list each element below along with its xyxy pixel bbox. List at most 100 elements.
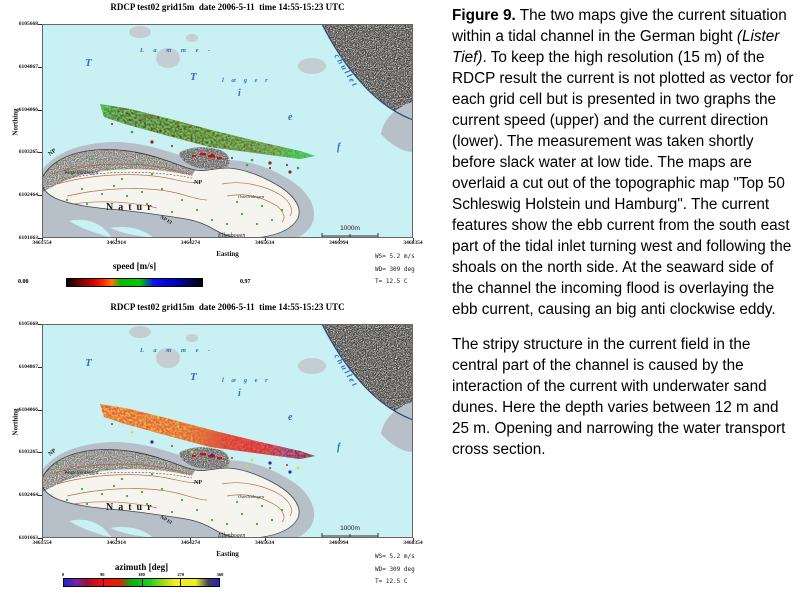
figure-caption: Figure 9. The two maps give the current …	[452, 5, 796, 474]
y-axis-tick	[38, 109, 42, 111]
y-axis-tick	[38, 24, 42, 25]
island-label: NP El	[159, 515, 173, 526]
current-data-stripe	[100, 104, 315, 174]
x-axis-tick	[264, 238, 266, 241]
y-axis-tick	[38, 366, 42, 368]
x-axis-tick	[42, 538, 43, 541]
vegetation-dots	[55, 457, 284, 526]
x-axis-label: Easting	[216, 550, 239, 558]
water-label: T	[85, 357, 93, 369]
map-canvas: 1000m TL a m m e -l æ g e rTiefchulletNP…	[42, 324, 413, 538]
island-label: Westellenbogen	[64, 170, 99, 176]
y-axis-tick-label: 6102464	[18, 492, 38, 499]
island-label: NP El	[159, 215, 173, 226]
x-axis-tick	[413, 238, 414, 241]
map-frame	[42, 324, 413, 538]
y-axis-tick-label: 6104066	[18, 106, 38, 113]
x-axis-tick-label: 3466994	[329, 540, 349, 546]
water-label: T	[190, 371, 198, 383]
y-axis-tick	[38, 452, 42, 454]
shoal-patches	[129, 26, 326, 74]
caption-text: The stripy structure in the current fiel…	[452, 336, 786, 458]
island-label: Ostellenbogen	[238, 194, 265, 199]
x-axis-tick-label: 3465634	[254, 240, 275, 246]
y-axis-tick	[38, 324, 42, 325]
y-axis-tick-label: 6105668	[18, 321, 38, 327]
water-label: l æ g e r	[222, 377, 271, 384]
water-label: e	[288, 412, 293, 423]
x-axis-tick	[413, 538, 414, 541]
y-axis-tick	[38, 238, 42, 239]
x-axis-tick-label: 3468354	[403, 540, 423, 546]
current-data-stripe	[100, 404, 315, 474]
x-axis-tick	[116, 538, 118, 541]
y-axis-tick-label: 6105668	[18, 21, 38, 27]
water-label: e	[288, 112, 293, 123]
colorbar-tick-label: 270	[177, 572, 185, 577]
colorbar-tick-label: 0	[61, 572, 65, 577]
x-axis-tick-label: 3464274	[180, 240, 201, 246]
x-axis-tick	[42, 238, 43, 241]
water-label: L a m m e -	[139, 47, 214, 54]
contour-lines	[51, 463, 292, 523]
map-title: RDCP test02 grid15m date 2006-5-11 time …	[110, 2, 345, 12]
colorbar-max-label: 0.97	[240, 279, 251, 285]
weather-annotation: WD= 309 deg	[375, 265, 415, 273]
island-label: NP	[48, 148, 58, 158]
y-axis-tick-label: 6102464	[18, 192, 38, 199]
island-label: Ellenbogen	[217, 533, 245, 538]
weather-annotation: WS= 5.2 m/s	[375, 253, 415, 260]
colorbar-tick-label: 90	[100, 572, 105, 577]
weather-annotation: WS= 5.2 m/s	[375, 553, 415, 560]
x-axis-tick-label: 3462914	[106, 240, 126, 246]
speed-colorbar	[66, 278, 203, 287]
colorbar-tick-label: 180	[138, 572, 145, 577]
y-axis-tick-label: 6104867	[18, 63, 38, 70]
x-axis-tick-label: 3468354	[403, 240, 423, 246]
weather-annotation: T= 12.5 C	[375, 578, 408, 585]
figure-number: Figure 9.	[452, 7, 516, 24]
weather-annotation: T= 12.5 C	[375, 278, 408, 285]
x-axis-tick	[190, 238, 192, 241]
mainland	[321, 24, 413, 152]
island-label: Natur	[106, 202, 157, 213]
map-title: RDCP test02 grid15m date 2006-5-11 time …	[110, 302, 345, 312]
mainland	[321, 324, 413, 452]
y-axis-tick-label: 6104867	[18, 363, 38, 370]
island-label: NP	[194, 180, 202, 186]
map-panel-azimuth: RDCP test02 grid15m date 2006-5-11 time …	[0, 300, 440, 600]
scale-bar	[321, 233, 379, 238]
x-axis-tick	[264, 538, 266, 541]
caption-text: . To keep the high resolution (15 m) of …	[452, 49, 794, 318]
map-frame	[42, 24, 413, 238]
y-axis-tick	[38, 152, 42, 154]
y-axis-tick	[38, 195, 42, 197]
water-label: L a m m e -	[139, 347, 214, 354]
caption-text: The two maps give the current situation …	[452, 7, 787, 45]
x-axis-label: Easting	[216, 250, 239, 258]
vegetation-dots	[55, 157, 284, 226]
x-axis-tick	[190, 538, 192, 541]
colorbar-title: speed [m/s]	[112, 261, 157, 271]
water-label: l æ g e r	[222, 77, 271, 84]
island	[42, 147, 300, 238]
x-axis-tick-label: 3465634	[254, 540, 275, 546]
colorbar-tick-label: 360	[216, 572, 224, 577]
x-axis-tick	[338, 238, 340, 241]
x-axis-tick-label: 3461554	[32, 240, 52, 246]
island-label: Natur	[106, 502, 157, 513]
water-label: i	[238, 88, 241, 99]
caption-text: (Lister Tief)	[452, 28, 780, 66]
water-label: f	[337, 442, 342, 453]
map-panel-speed: RDCP test02 grid15m date 2006-5-11 time …	[0, 0, 440, 300]
y-axis-tick-label: 6104066	[18, 406, 38, 413]
y-axis-tick-label: 6103265	[18, 149, 38, 156]
y-axis-tick	[38, 409, 42, 411]
y-axis-tick-label: 6103265	[18, 449, 38, 456]
island-label: Ostellenbogen	[238, 494, 265, 499]
island-label: NP	[48, 448, 58, 458]
shoal-patches	[129, 326, 326, 374]
island-label: Westellenbogen	[64, 470, 99, 476]
x-axis-tick	[338, 538, 340, 541]
